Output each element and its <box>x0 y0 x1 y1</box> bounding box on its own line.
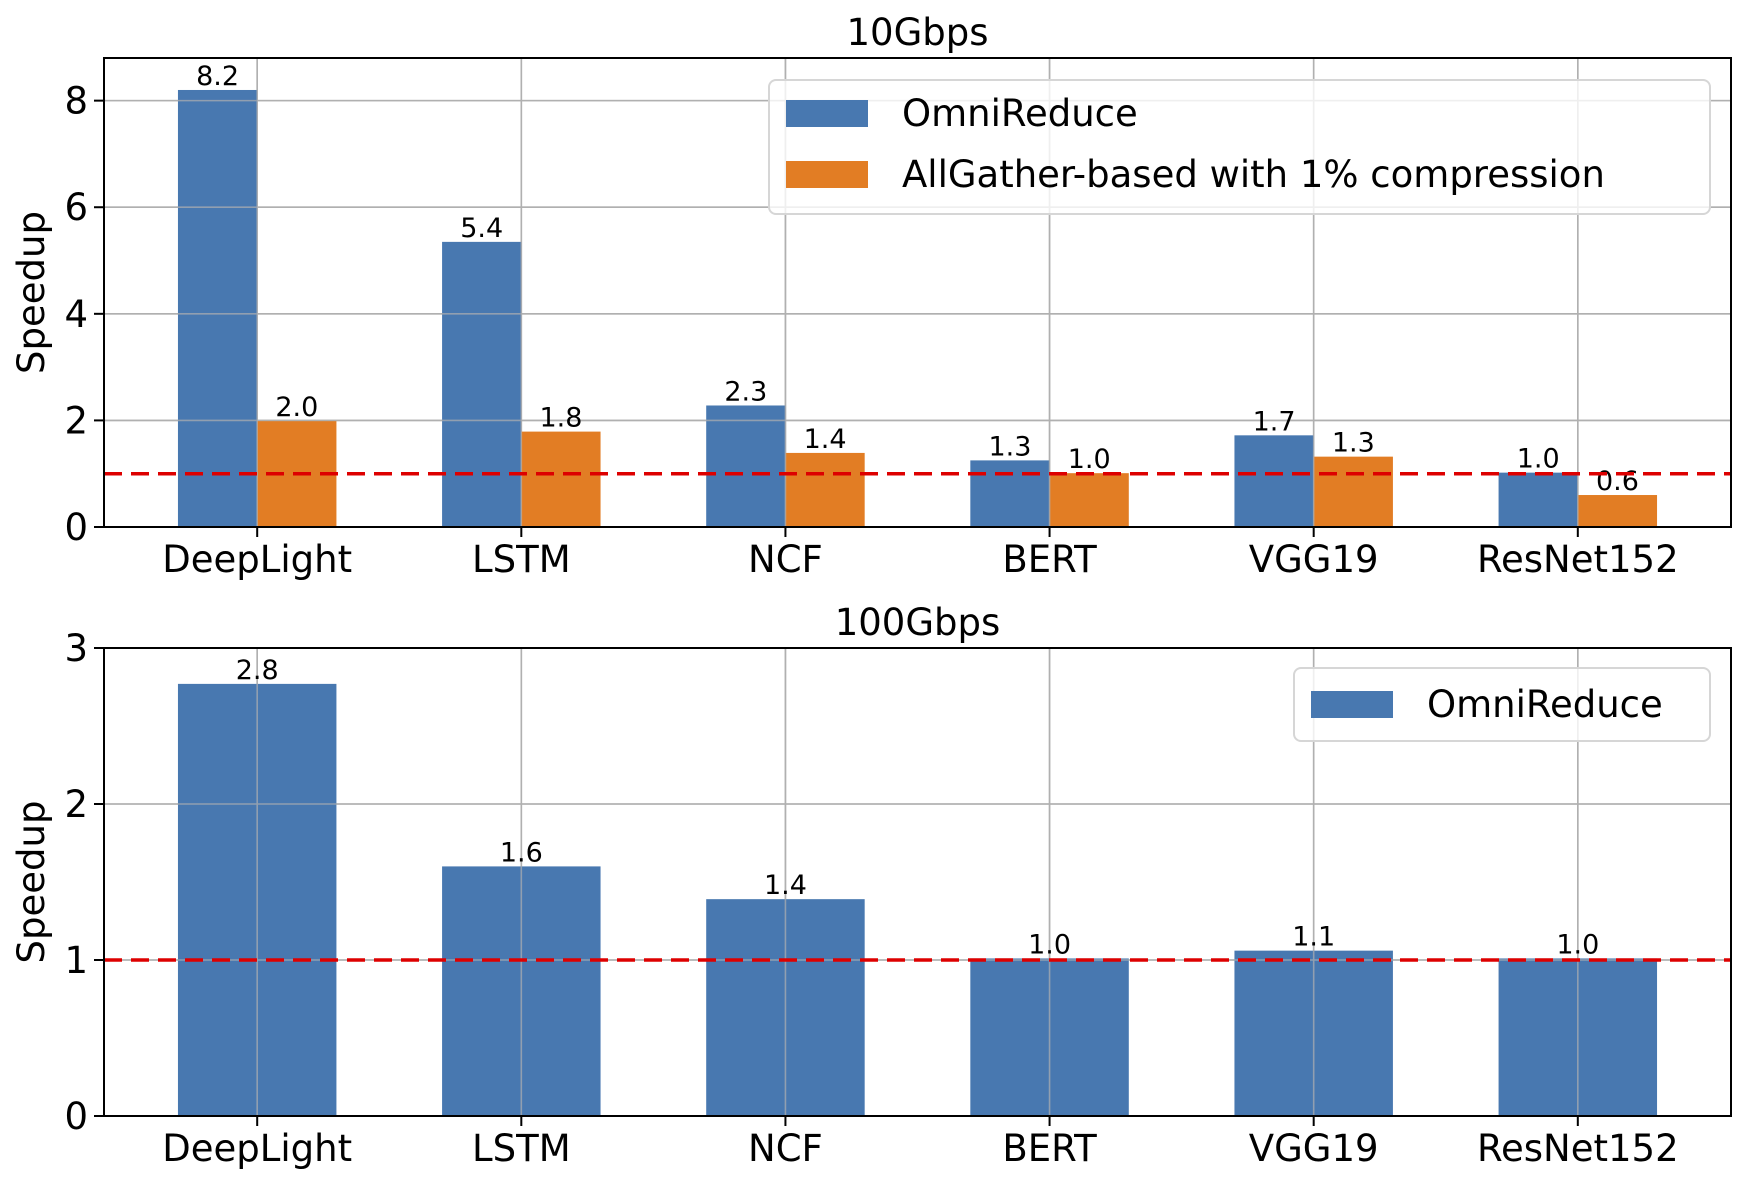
y-tick-label: 8 <box>64 80 88 123</box>
bar-value-label: 1.3 <box>1332 428 1375 459</box>
x-tick-label: DeepLight <box>162 538 352 581</box>
x-tick-label: VGG19 <box>1249 1127 1379 1170</box>
x-tick-label: BERT <box>1002 1127 1097 1170</box>
bar-value-label: 1.0 <box>1517 444 1560 475</box>
y-axis-label: Speedup <box>10 211 53 374</box>
bar <box>706 405 786 527</box>
legend-swatch <box>786 100 868 127</box>
panel-100gbps: 2.8 1.6 1.4 1.0 1.1 1.0 0 1 2 3 DeepLight LSTM NCF BE… <box>10 601 1732 1170</box>
x-tick-label: LSTM <box>472 538 571 581</box>
chart-title: 10Gbps <box>846 11 988 54</box>
y-tick-label: 6 <box>64 186 88 229</box>
chart-title: 100Gbps <box>835 601 1001 644</box>
bar-value-label: 1.4 <box>804 424 847 455</box>
bar <box>970 460 1050 527</box>
series-omnireduce <box>177 89 1578 528</box>
legend-label: OmniReduce <box>1427 683 1663 726</box>
bar-value-label: 2.8 <box>236 655 279 686</box>
y-axis-label: Speedup <box>10 801 53 964</box>
axes-frame <box>103 57 1732 528</box>
bar <box>1498 472 1578 527</box>
bar <box>785 452 865 527</box>
y-tick-label: 0 <box>64 506 88 549</box>
bar <box>177 89 258 528</box>
series-omnireduce <box>177 683 1658 1116</box>
bar-value-label: 1.0 <box>1556 929 1599 960</box>
y-tick-label: 1 <box>64 939 88 982</box>
bar-value-label: 2.0 <box>275 392 318 423</box>
legend-swatch <box>1311 691 1393 718</box>
axes-frame <box>103 647 1732 1117</box>
panel-10gbps: 8.2 5.4 2.3 1.3 1.7 1.0 2.0 1.8 1.4 1.0 1.3 0.6 0 2 4 6… <box>10 11 1732 581</box>
legend-box <box>1293 667 1711 742</box>
legend-box <box>768 79 1711 215</box>
bar-value-label: 1.0 <box>1068 444 1111 475</box>
legend-label: OmniReduce <box>902 92 1138 135</box>
bar-value-label: 5.4 <box>460 213 503 244</box>
x-tick-label: VGG19 <box>1249 538 1379 581</box>
x-tick-label: BERT <box>1002 538 1097 581</box>
bar <box>1577 495 1658 527</box>
bar-value-label: 1.3 <box>988 431 1031 462</box>
bar-value-label: 8.2 <box>196 61 239 92</box>
bar-value-label: 2.3 <box>724 376 767 407</box>
bar <box>521 431 601 527</box>
y-tick-label: 2 <box>64 783 88 826</box>
legend-label: AllGather-based with 1% compression <box>902 153 1605 196</box>
legend: OmniReduce <box>1293 667 1711 742</box>
bar <box>1313 456 1393 527</box>
y-tick-label: 0 <box>64 1095 88 1138</box>
y-tick-label: 3 <box>64 627 88 670</box>
x-tick-label: ResNet152 <box>1477 538 1679 581</box>
legend-swatch <box>786 161 868 188</box>
x-tick-label: NCF <box>748 538 823 581</box>
bar-value-label: 1.8 <box>539 403 582 434</box>
bar <box>1234 435 1314 527</box>
y-tick-label: 4 <box>64 293 88 336</box>
bar-value-label: 0.6 <box>1596 466 1639 497</box>
y-tick-label: 2 <box>64 399 88 442</box>
legend: OmniReduce AllGather-based with 1% compre… <box>768 79 1711 215</box>
x-tick-label: NCF <box>748 1127 823 1170</box>
bar-value-label: 1.0 <box>1028 929 1071 960</box>
x-tick-label: LSTM <box>472 1127 571 1170</box>
x-tick-label: DeepLight <box>162 1127 352 1170</box>
bar <box>442 241 522 527</box>
bar-value-label: 1.7 <box>1253 406 1296 437</box>
x-tick-label: ResNet152 <box>1477 1127 1679 1170</box>
bar-value-label: 1.1 <box>1292 922 1335 953</box>
bar-value-label: 1.6 <box>500 837 543 868</box>
bar-value-label: 1.4 <box>764 870 807 901</box>
bar <box>1049 473 1129 527</box>
